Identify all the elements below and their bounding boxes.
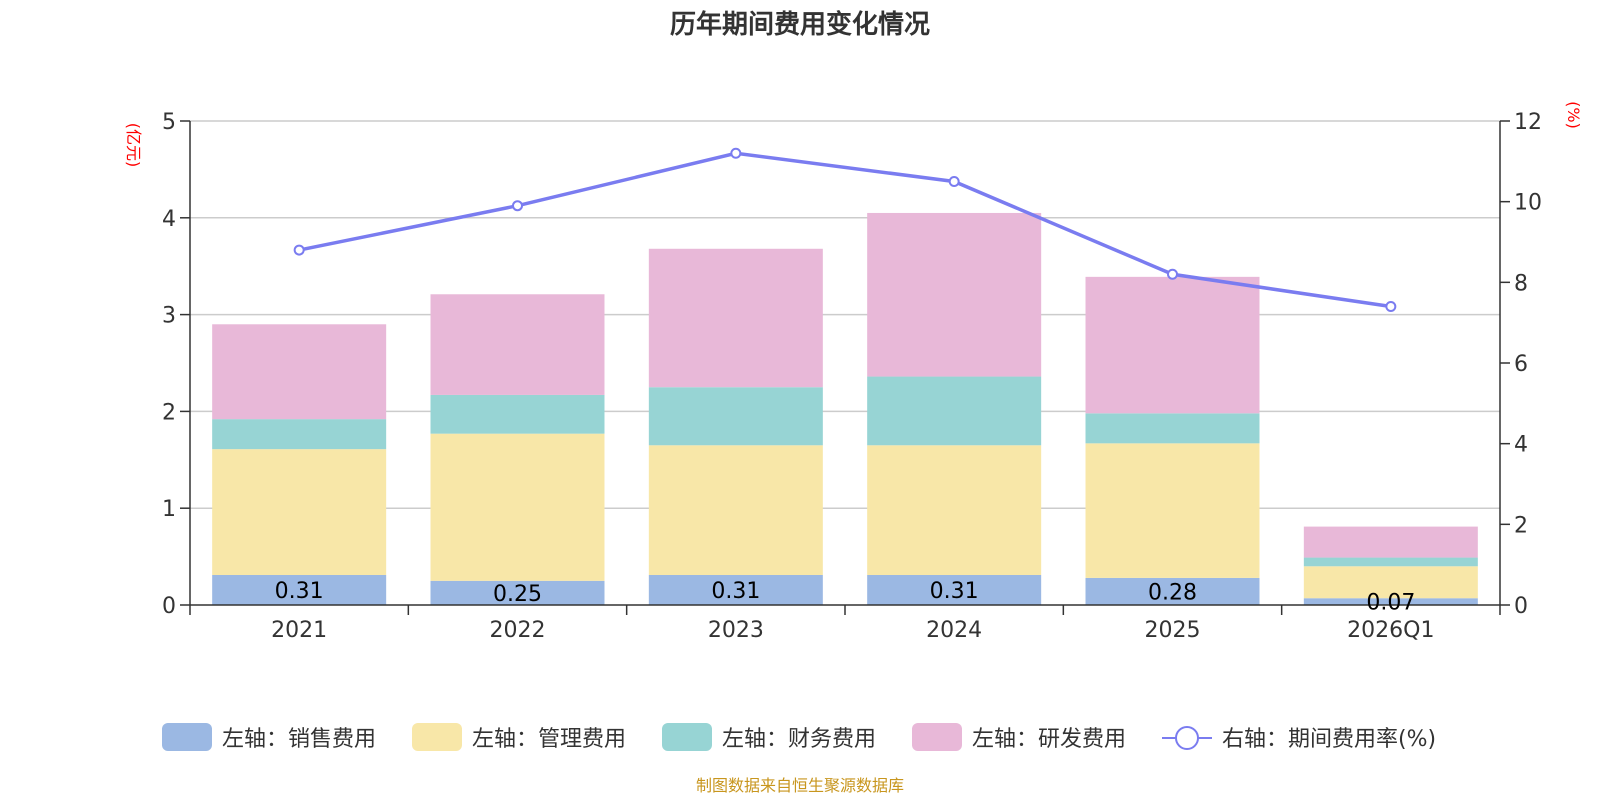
bar-segment-2: [867, 445, 1042, 575]
x-axis-tick-label: 2023: [708, 618, 764, 643]
bar-segment-3: [648, 387, 823, 446]
bar-segment-1: [212, 574, 387, 605]
bar-value-label: 0.31: [930, 579, 979, 604]
left-axis-unit: (亿元): [124, 123, 143, 168]
right-axis-tick-label: 0: [1514, 594, 1528, 619]
bar-segment-1: [1303, 598, 1478, 605]
bar-segment-3: [1085, 413, 1260, 444]
legend-label-5: 右轴：期间费用率(%): [1222, 727, 1436, 752]
rate-line: [298, 151, 1392, 309]
legend-swatch-4: [912, 723, 962, 751]
left-axis-tick-label: 1: [162, 497, 176, 522]
right-axis-tick-label: 2: [1514, 513, 1528, 538]
x-axis-tick-label: 2024: [926, 618, 982, 643]
bar-segment-1: [430, 580, 605, 605]
bar-segment-2: [1085, 443, 1260, 578]
chart-title: 历年期间费用变化情况: [670, 9, 930, 40]
bar-segment-1: [1085, 577, 1260, 605]
bar-segment-3: [1303, 557, 1478, 567]
bar-value-label: 0.31: [711, 579, 760, 604]
right-axis-tick-label: 10: [1514, 191, 1542, 216]
legend-label-1: 左轴：销售费用: [222, 727, 376, 752]
bar-segment-3: [867, 376, 1042, 446]
rate-point: [730, 147, 742, 159]
bar-segment-2: [430, 433, 605, 581]
legend-label-4: 左轴：研发费用: [972, 727, 1126, 752]
bar-segment-2: [1303, 566, 1478, 599]
bar-segment-2: [648, 445, 823, 575]
legend-label-2: 左轴：管理费用: [472, 727, 626, 752]
rate-point: [948, 176, 960, 187]
left-axis-tick-label: 4: [162, 207, 176, 232]
bar-segment-4: [1085, 276, 1260, 414]
right-axis-tick-label: 8: [1514, 271, 1528, 296]
bar-segment-4: [867, 212, 1042, 377]
bar-segment-4: [430, 294, 605, 395]
legend: 左轴：销售费用 左轴：管理费用 左轴：财务费用 左轴：研发费用 右轴：期间费用率(%): [162, 723, 1436, 752]
x-axis-tick-label: 2026Q1: [1347, 618, 1434, 643]
right-axis-tick-label: 4: [1514, 433, 1528, 458]
rate-line-series: [293, 147, 1397, 313]
bar-segment-1: [867, 574, 1042, 605]
left-axis-tick-label: 5: [162, 110, 176, 135]
x-axis-tick-label: 2022: [490, 618, 546, 643]
legend-label-3: 左轴：财务费用: [722, 727, 876, 752]
right-axis-unit: (%): [1564, 101, 1583, 129]
bar-segment-4: [648, 248, 823, 388]
legend-swatch-3: [662, 723, 712, 751]
bar-segment-4: [1303, 526, 1478, 558]
right-axis-tick-label: 12: [1514, 110, 1542, 135]
rate-point: [1167, 268, 1178, 280]
bar-segment-1: [648, 574, 823, 605]
bar-segment-4: [212, 324, 387, 420]
rate-point: [1385, 301, 1397, 313]
bar-value-label: 0.31: [275, 579, 324, 604]
gridlines: [190, 120, 1500, 509]
legend-swatch-1: [162, 723, 212, 751]
bar-segment-3: [212, 419, 387, 450]
left-axis-tick-label: 2: [162, 400, 176, 425]
right-axis-tick-label: 6: [1514, 352, 1528, 377]
legend-swatch-2: [412, 723, 462, 751]
rate-point: [293, 244, 305, 256]
left-axis-tick-label: 3: [162, 304, 176, 329]
rate-point: [512, 200, 523, 212]
left-axis-tick-label: 0: [162, 594, 176, 619]
bar-segment-3: [430, 394, 605, 434]
bar-value-labels: 0.31 0.25 0.31 0.31 0.28 0.07: [275, 579, 1416, 616]
data-source-note: 制图数据来自恒生聚源数据库: [696, 776, 904, 795]
bar-value-label: 0.28: [1148, 580, 1197, 605]
bar-series: [212, 212, 1478, 605]
bar-segment-2: [212, 449, 387, 575]
x-axis-tick-label: 2021: [271, 618, 327, 643]
bar-value-label: 0.25: [493, 582, 542, 607]
bar-value-label: 0.07: [1366, 591, 1415, 616]
x-axis-tick-label: 2025: [1145, 618, 1201, 643]
legend-marker: [1175, 726, 1199, 750]
